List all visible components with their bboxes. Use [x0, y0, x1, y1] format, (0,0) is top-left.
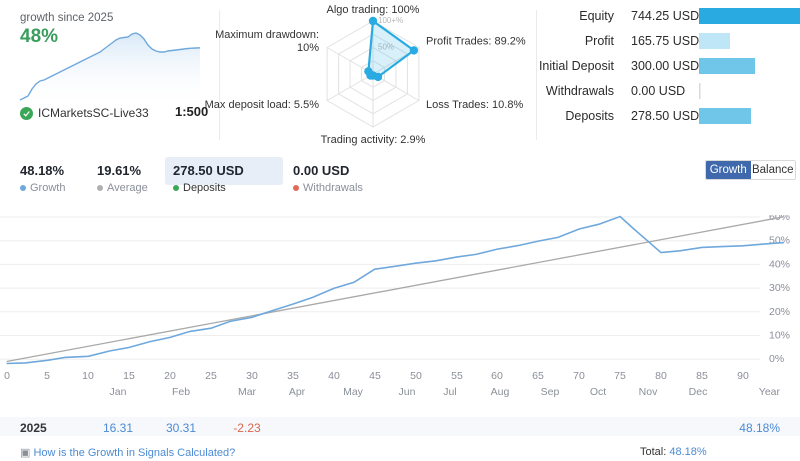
svg-text:15: 15	[123, 370, 135, 382]
svg-text:Mar: Mar	[238, 386, 257, 398]
svg-text:-2.23: -2.23	[233, 421, 261, 435]
svg-text:Equity: Equity	[579, 9, 614, 23]
svg-text:Profit: Profit	[585, 34, 615, 48]
svg-text:20: 20	[164, 370, 176, 382]
svg-text:Withdrawals: Withdrawals	[546, 84, 614, 98]
svg-text:90: 90	[737, 370, 749, 382]
svg-text:40: 40	[328, 370, 340, 382]
svg-text:Initial Deposit: Initial Deposit	[539, 59, 615, 73]
svg-text:5: 5	[44, 370, 50, 382]
svg-text:Deposits: Deposits	[565, 109, 614, 123]
svg-text:48.18%: 48.18%	[739, 421, 780, 435]
svg-text:50%: 50%	[769, 235, 790, 247]
svg-text:Jun: Jun	[399, 386, 416, 398]
svg-text:30.31: 30.31	[166, 421, 196, 435]
svg-text:35: 35	[287, 370, 299, 382]
svg-text:100+%: 100+%	[378, 16, 403, 25]
svg-text:30%: 30%	[769, 282, 790, 294]
svg-text:10%: 10%	[769, 330, 790, 342]
svg-text:70: 70	[573, 370, 585, 382]
svg-text:80: 80	[655, 370, 667, 382]
svg-text:Dec: Dec	[689, 386, 708, 398]
svg-text:Nov: Nov	[639, 386, 658, 398]
svg-text:Sep: Sep	[541, 386, 560, 398]
svg-text:278.50 USD: 278.50 USD	[631, 109, 699, 123]
svg-text:165.75 USD: 165.75 USD	[631, 34, 699, 48]
svg-text:Oct: Oct	[590, 386, 606, 398]
svg-text:May: May	[343, 386, 364, 398]
svg-text:30: 30	[246, 370, 258, 382]
svg-text:Profit Trades: 89.2%: Profit Trades: 89.2%	[426, 36, 526, 48]
svg-text:85: 85	[696, 370, 708, 382]
svg-text:25: 25	[205, 370, 217, 382]
svg-text:55: 55	[451, 370, 463, 382]
svg-text:Loss Trades: 10.8%: Loss Trades: 10.8%	[426, 99, 523, 111]
svg-text:0%: 0%	[769, 353, 784, 365]
svg-text:65: 65	[532, 370, 544, 382]
svg-text:Jan: Jan	[110, 386, 127, 398]
svg-text:Algo trading: 100%: Algo trading: 100%	[327, 4, 420, 16]
svg-text:45: 45	[369, 370, 381, 382]
svg-text:0.00 USD: 0.00 USD	[631, 84, 685, 98]
svg-text:40%: 40%	[769, 258, 790, 270]
svg-text:Feb: Feb	[172, 386, 190, 398]
svg-text:Jul: Jul	[443, 386, 456, 398]
svg-text:0: 0	[4, 370, 10, 382]
svg-text:Year: Year	[759, 386, 781, 398]
svg-text:Apr: Apr	[289, 386, 306, 398]
svg-text:Max deposit load: 5.5%: Max deposit load: 5.5%	[205, 99, 320, 111]
svg-text:75: 75	[614, 370, 626, 382]
svg-text:16.31: 16.31	[103, 421, 133, 435]
svg-text:Aug: Aug	[491, 386, 510, 398]
svg-text:Maximum drawdown:: Maximum drawdown:	[215, 29, 319, 41]
svg-text:10%: 10%	[297, 42, 319, 54]
svg-text:60: 60	[491, 370, 503, 382]
svg-text:10: 10	[82, 370, 94, 382]
svg-text:50: 50	[410, 370, 422, 382]
svg-text:744.25 USD: 744.25 USD	[631, 9, 699, 23]
svg-text:Trading activity: 2.9%: Trading activity: 2.9%	[321, 134, 426, 146]
svg-text:20%: 20%	[769, 306, 790, 318]
svg-text:300.00 USD: 300.00 USD	[631, 59, 699, 73]
